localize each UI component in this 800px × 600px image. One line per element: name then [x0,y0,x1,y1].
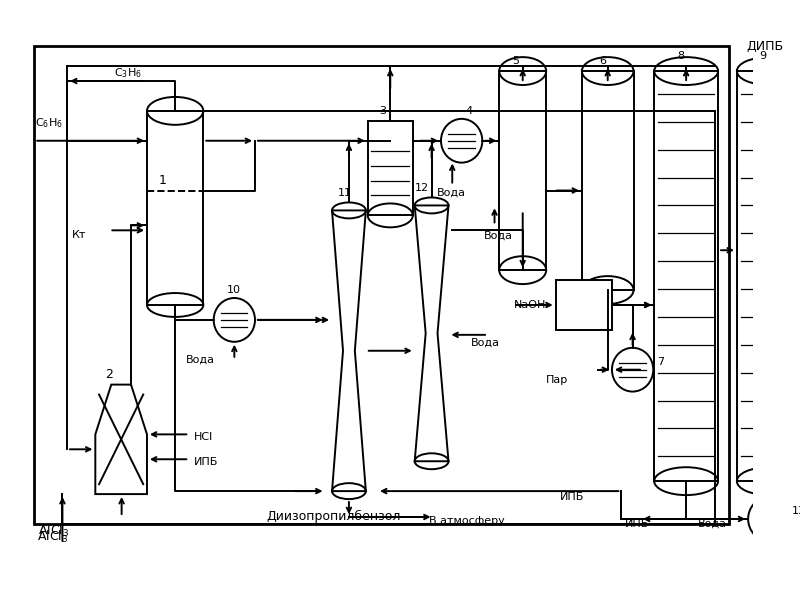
Text: 8: 8 [677,51,684,61]
Text: 12: 12 [414,182,429,193]
Text: 6: 6 [598,56,606,66]
Text: 7: 7 [657,357,664,367]
Text: Пар: Пар [546,374,569,385]
Text: NaOH: NaOH [514,300,546,310]
Text: Диизопропилбензол: Диизопропилбензол [266,509,401,523]
Text: 13: 13 [791,506,800,516]
Text: 3: 3 [379,106,386,116]
Text: 5: 5 [512,56,519,66]
Text: В атмосферу: В атмосферу [429,516,505,526]
Text: C$_6$H$_6$: C$_6$H$_6$ [35,116,63,130]
Text: Вода: Вода [471,338,500,348]
Bar [368,121,413,215]
Text: ИПБ: ИПБ [625,519,650,529]
Bar [654,71,718,481]
Text: Кт: Кт [72,230,86,241]
Text: 4: 4 [466,106,473,116]
Text: Вода: Вода [698,519,727,529]
Bar [147,111,203,305]
Text: Вода: Вода [484,230,513,241]
Text: 10: 10 [227,285,241,295]
Text: AlCl$_3$: AlCl$_3$ [38,523,70,539]
Bar [499,71,546,270]
Text: C$_3$H$_6$: C$_3$H$_6$ [114,66,142,80]
Text: 11: 11 [338,187,352,197]
Bar [737,71,800,481]
Text: Вода: Вода [438,187,466,197]
Bar [582,71,634,290]
Text: AlCl$_3$: AlCl$_3$ [37,529,68,545]
Text: 1: 1 [158,174,166,187]
Text: HCl: HCl [194,433,213,442]
Bar [555,280,612,330]
Bar [34,46,730,524]
Text: ИПБ: ИПБ [560,492,585,502]
Text: Вода: Вода [186,355,214,365]
Text: ДИПБ: ДИПБ [746,40,783,53]
Text: 9: 9 [759,51,766,61]
Text: ИПБ: ИПБ [194,457,218,467]
Text: 2: 2 [105,368,113,381]
